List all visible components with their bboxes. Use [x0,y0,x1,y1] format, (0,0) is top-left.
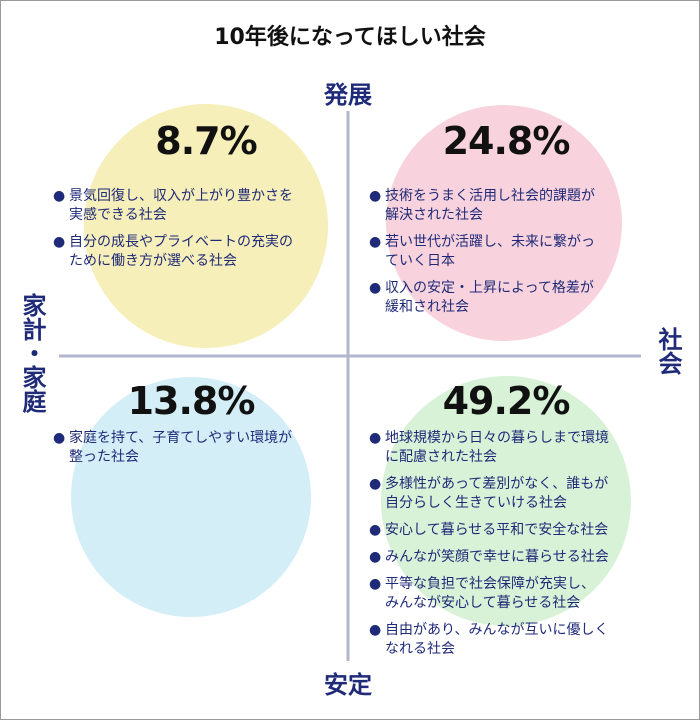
item-line: 解決された社会 [385,207,483,223]
list-item: ● 家庭を持て、子育てしやすい環境が 整った社会 [53,429,293,467]
axis-left: 家計・家庭 [18,293,46,413]
bullet: ● [369,622,382,638]
item-line: 地球規模から日々の暮らしまで環境 [385,430,609,446]
percent: 24.8% [442,119,571,163]
list-item: ● 若い世代が活躍し、未来に繋がっ ていく日本 [369,233,595,271]
list-item: ● 自分の成長やプライベートの充実の ために働き方が選べる社会 [53,233,293,271]
list-item: ● みんなが笑顔で幸せに暮らせる社会 [369,548,609,567]
item-line: 家庭を持て、子育てしやすい環境が [69,430,293,446]
bullet: ● [369,234,382,250]
item-line: みんなが安心して暮らせる社会 [385,595,581,611]
list-item: ● 安心して暮らせる平和で安全な社会 [369,521,609,540]
list-item: ● 技術をうまく活用し社会的課題が 解決された社会 [369,187,595,225]
item-line: に配慮された社会 [385,449,497,465]
item-line: 実感できる社会 [69,207,167,223]
bullet: ● [53,430,66,446]
bullet: ● [369,430,382,446]
list-item: ● 自由があり、みんなが互いに優しく なれる社会 [369,621,609,659]
percent: 8.7% [155,119,257,163]
axis-bottom: 安定 [324,671,372,699]
list-item: ● 地球規模から日々の暮らしまで環境 に配慮された社会 [369,429,609,467]
list-item: ● 景気回復し、収入が上がり豊かさを 実感できる社会 [53,187,293,225]
circle-yellow [84,104,328,348]
item-line: 若い世代が活躍し、未来に繋がっ [385,234,595,250]
list-item: ● 多様性があって差別がなく、誰もが 自分らしく生きていける社会 [369,475,609,513]
item-line: 多様性があって差別がなく、誰もが [385,476,609,492]
bullet: ● [53,234,66,250]
item-line: 景気回復し、収入が上がり豊かさを [69,188,293,204]
item-line: なれる社会 [385,641,455,657]
item-line: 自由があり、みんなが互いに優しく [385,622,609,638]
percent: 49.2% [442,379,571,423]
axis-top: 発展 [324,81,372,109]
item-line: 技術をうまく活用し社会的課題が [385,188,595,204]
item-line: 緩和され社会 [385,299,469,315]
item-line: 整った社会 [69,449,139,465]
percent: 13.8% [127,379,256,423]
axis-right: 社会 [654,327,682,375]
list-item: ● 収入の安定・上昇によって格差が 緩和され社会 [369,279,594,317]
bullet: ● [369,280,382,296]
circle-blue [71,377,311,617]
bullet: ● [369,522,382,538]
bullet: ● [369,188,382,204]
item-line: ために働き方が選べる社会 [69,253,237,269]
bullet: ● [369,476,382,492]
item-line: 収入の安定・上昇によって格差が [385,280,594,296]
item-line: 自分らしく生きていける社会 [385,495,567,511]
bullet: ● [369,549,382,565]
item-line: 平等な負担で社会保障が充実し、 [385,576,595,592]
item-line: ていく日本 [385,253,455,269]
circle-green [381,376,631,626]
item-line: 安心して暮らせる平和で安全な社会 [385,522,609,538]
item-line: みんなが笑顔で幸せに暮らせる社会 [385,549,609,565]
bullet: ● [53,188,66,204]
item-line: 自分の成長やプライベートの充実の [69,234,293,250]
title: 10年後になってほしい社会 [214,25,486,50]
list-item: ● 平等な負担で社会保障が充実し、 みんなが安心して暮らせる社会 [369,575,595,613]
bullet: ● [369,576,382,592]
circle-pink [386,105,622,341]
